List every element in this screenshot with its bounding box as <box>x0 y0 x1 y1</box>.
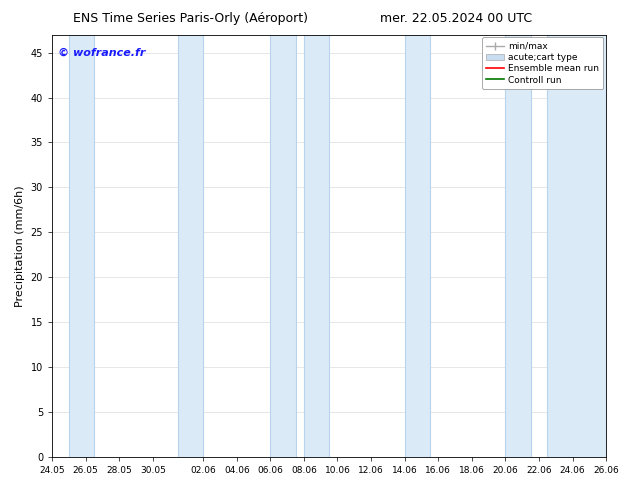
Text: mer. 22.05.2024 00 UTC: mer. 22.05.2024 00 UTC <box>380 12 533 25</box>
Text: ENS Time Series Paris-Orly (Aéroport): ENS Time Series Paris-Orly (Aéroport) <box>73 12 307 25</box>
Bar <box>178 35 203 457</box>
Y-axis label: Precipitation (mm/6h): Precipitation (mm/6h) <box>15 185 25 307</box>
Bar <box>547 35 606 457</box>
Bar <box>69 35 94 457</box>
Legend: min/max, acute;cart type, Ensemble mean run, Controll run: min/max, acute;cart type, Ensemble mean … <box>482 37 604 89</box>
Bar <box>304 35 329 457</box>
Bar <box>404 35 430 457</box>
Bar <box>505 35 531 457</box>
Text: © wofrance.fr: © wofrance.fr <box>58 47 145 57</box>
Bar <box>270 35 295 457</box>
